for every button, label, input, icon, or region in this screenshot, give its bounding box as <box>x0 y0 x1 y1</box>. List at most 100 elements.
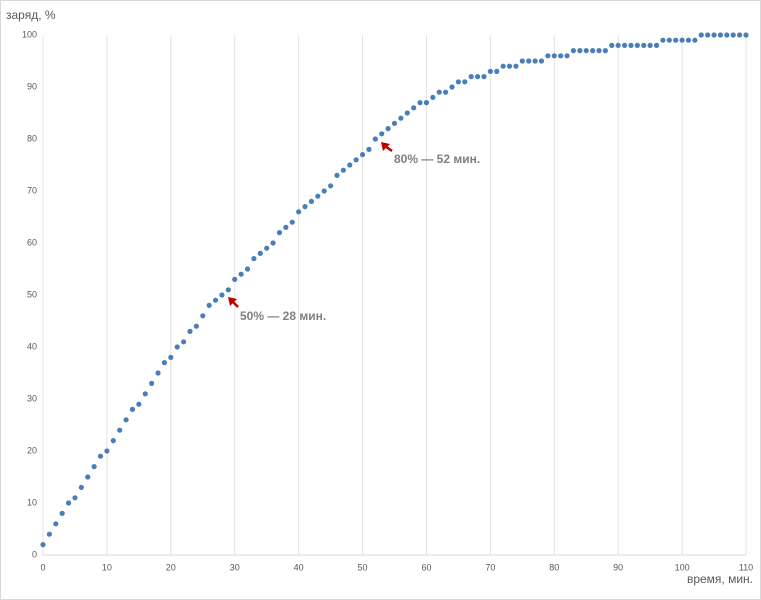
point <box>500 63 506 69</box>
point <box>634 42 640 49</box>
point <box>219 292 225 298</box>
x-tick-label: 60 <box>421 562 431 572</box>
y-tick-label: 100 <box>22 29 37 39</box>
y-tick-label: 20 <box>27 445 37 455</box>
point <box>590 48 596 54</box>
point <box>698 32 704 38</box>
point <box>53 521 59 527</box>
point <box>155 370 161 376</box>
point <box>366 146 372 152</box>
x-tick-label: 80 <box>549 562 559 572</box>
point <box>532 58 538 64</box>
point <box>334 172 340 178</box>
point <box>91 464 97 470</box>
point <box>308 198 315 204</box>
point <box>615 42 621 49</box>
point <box>238 271 244 277</box>
point <box>136 401 142 407</box>
point <box>551 53 557 59</box>
point <box>40 542 46 548</box>
point <box>97 453 104 459</box>
point <box>244 266 251 272</box>
x-tick-label: 40 <box>294 562 304 572</box>
point <box>430 94 436 100</box>
point <box>347 162 353 168</box>
x-tick-label: 50 <box>358 562 368 572</box>
y-tick-label: 0 <box>32 549 37 559</box>
point <box>289 219 295 225</box>
point <box>200 313 206 319</box>
point <box>225 287 231 293</box>
point <box>685 37 692 43</box>
point <box>717 32 724 38</box>
point <box>161 360 168 366</box>
point <box>379 131 385 137</box>
point <box>59 510 65 516</box>
point <box>583 48 589 54</box>
point <box>181 339 187 345</box>
point <box>315 193 321 199</box>
y-tick-label: 10 <box>27 497 37 507</box>
point <box>577 48 583 54</box>
point <box>404 110 410 116</box>
point <box>149 380 155 386</box>
point <box>660 37 666 43</box>
y-tick-label: 90 <box>27 81 37 91</box>
point <box>302 204 308 210</box>
point <box>46 531 52 537</box>
point <box>468 74 474 80</box>
point <box>692 37 698 43</box>
point <box>481 74 487 80</box>
point <box>142 391 148 397</box>
point <box>187 328 193 334</box>
point <box>519 58 525 64</box>
annotation: 80% — 52 мин. <box>394 152 480 166</box>
point <box>257 250 263 256</box>
point <box>558 53 564 59</box>
point <box>596 48 602 54</box>
point <box>117 427 123 433</box>
y-tick-label: 40 <box>27 341 37 351</box>
point <box>538 58 545 64</box>
point <box>474 74 481 80</box>
x-tick-label: 10 <box>102 562 112 572</box>
point <box>385 126 391 132</box>
point <box>711 32 717 38</box>
point <box>545 53 551 59</box>
point <box>602 48 609 54</box>
point <box>372 136 378 142</box>
point <box>398 115 404 121</box>
point <box>647 42 653 49</box>
point <box>212 297 219 303</box>
point <box>423 100 430 106</box>
x-tick-label: 20 <box>166 562 176 572</box>
x-tick-label: 90 <box>613 562 623 572</box>
point <box>730 32 736 38</box>
annotation: 50% — 28 мин. <box>240 309 326 323</box>
x-tick-label: 30 <box>230 562 240 572</box>
point <box>705 32 711 38</box>
point <box>321 188 327 194</box>
point <box>494 68 500 74</box>
y-tick-label: 70 <box>27 185 37 195</box>
arrow-head <box>228 297 237 306</box>
x-axis-title: время, мин. <box>687 572 753 586</box>
point <box>353 157 359 163</box>
point <box>443 89 449 95</box>
y-tick-label: 30 <box>27 393 37 403</box>
point <box>673 37 679 43</box>
point <box>193 323 199 329</box>
point <box>653 42 660 49</box>
x-tick-label: 70 <box>485 562 495 572</box>
point <box>168 354 174 360</box>
arrow-head <box>381 142 390 151</box>
point <box>104 448 110 454</box>
point <box>513 63 519 69</box>
point <box>666 37 672 43</box>
point <box>628 42 634 49</box>
point <box>411 105 417 111</box>
point <box>724 32 730 38</box>
point <box>251 256 257 262</box>
